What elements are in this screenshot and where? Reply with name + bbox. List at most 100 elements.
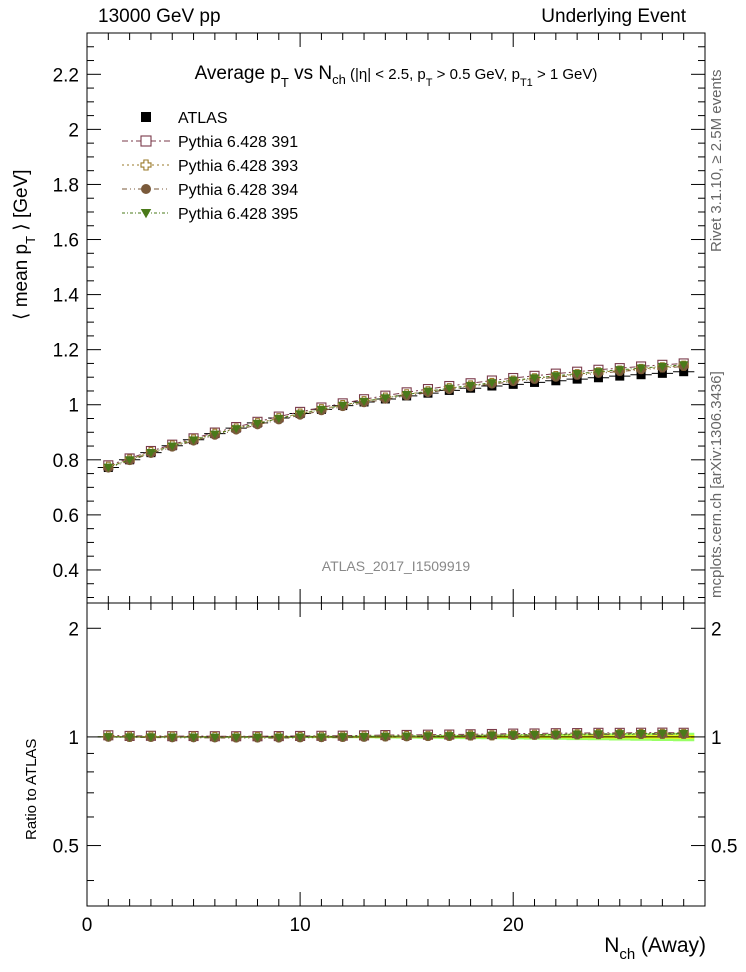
main-axis-ticks: 0.4 0.6 0.8 1 1.2 1.4 1.6 1.8 2 2.2 (53, 32, 705, 598)
x-axis-ticks: 0 10 20 (82, 33, 706, 936)
header-energy-label: 13000 GeV pp (98, 6, 221, 27)
y-tick-label: 1.4 (53, 286, 80, 307)
data-point (103, 463, 114, 472)
legend-label: Pythia 6.428 391 (178, 134, 298, 151)
legend-label: ATLAS (178, 110, 228, 127)
y-tick-label: 1 (68, 396, 79, 417)
x-axis-label: Nch (Away) (604, 934, 706, 963)
ratio-tick-label: 2 (68, 619, 79, 640)
data-point (615, 371, 625, 381)
ratio-point (337, 733, 348, 742)
y-tick-label: 2 (68, 120, 79, 141)
ratio-point (316, 733, 327, 742)
y-tick-label: 1.8 (53, 175, 79, 196)
ratio-point (551, 730, 561, 740)
data-point (167, 442, 177, 451)
series-line (108, 365, 684, 469)
x-tick-label: 20 (503, 915, 524, 936)
ratio-point (508, 731, 518, 740)
data-point (252, 419, 263, 429)
legend-entry: Pythia 6.428 393 (122, 158, 298, 175)
x-tick-label: 0 (82, 915, 93, 936)
series-line (108, 362, 684, 466)
ratio-plot-frame (86, 602, 706, 907)
ratio-point (231, 733, 241, 742)
ratio-point (444, 732, 455, 741)
ratio-point (657, 729, 668, 739)
legend-entry: Pythia 6.428 395 (122, 206, 298, 223)
y-tick-label: 1.2 (53, 341, 79, 362)
ratio-point (380, 732, 391, 742)
legend-label: Pythia 6.428 393 (178, 158, 298, 175)
ratio-series-line (108, 732, 684, 737)
series-0 (97, 367, 695, 473)
legend-entry: ATLAS (141, 110, 228, 127)
data-point (124, 456, 135, 465)
legend-entry: Pythia 6.428 391 (122, 134, 298, 151)
ratio-point (487, 731, 497, 740)
ratio-point (593, 730, 604, 739)
series-line (108, 364, 684, 468)
data-point (529, 374, 540, 383)
y-tick-label: 0.6 (53, 506, 79, 527)
legend-marker (141, 112, 151, 122)
ratio-tick-label-right: 2 (711, 619, 722, 640)
ratio-series-4 (103, 729, 689, 742)
data-point (636, 370, 646, 380)
legend-marker (140, 159, 152, 171)
data-point (593, 368, 604, 377)
y-tick-label: 0.8 (53, 451, 79, 472)
ratio-point (678, 729, 689, 739)
ratio-point (167, 733, 177, 742)
data-point (636, 364, 646, 373)
data-point (444, 384, 455, 393)
chart-title: Average pT vs Nch (|η| < 2.5, pT > 0.5 G… (195, 63, 598, 90)
ratio-point (401, 732, 412, 741)
ratio-series-line (108, 733, 684, 738)
ratio-point (636, 729, 646, 739)
data-point (423, 387, 433, 396)
ratio-tick-label: 0.5 (53, 837, 79, 858)
y-tick-label: 2.2 (53, 65, 79, 86)
data-point (678, 361, 689, 370)
data-point (274, 414, 284, 424)
legend-marker (140, 209, 152, 219)
data-point (295, 410, 305, 419)
ratio-point (146, 733, 156, 742)
legend-marker (140, 135, 152, 147)
data-point (572, 370, 582, 379)
legend-label: Pythia 6.428 394 (178, 182, 298, 199)
legend-entry: Pythia 6.428 394 (122, 182, 298, 199)
data-point (615, 366, 625, 375)
ratio-point (103, 733, 114, 742)
ratio-point (359, 733, 369, 742)
y-tick-label: 0.4 (53, 561, 80, 582)
series-4 (103, 361, 689, 472)
ratio-axis-ticks: 0.5 0.5 1 1 2 2 (53, 619, 737, 882)
ratio-point (572, 730, 582, 739)
data-point (508, 376, 518, 385)
y-tick-label: 1.6 (53, 231, 79, 252)
ratio-point (274, 733, 284, 742)
ratio-y-axis-label: Ratio to ATLAS (23, 739, 40, 840)
ratio-data-points (103, 727, 689, 743)
data-point (337, 401, 348, 411)
ratio-point (210, 733, 220, 742)
ratio-point (188, 733, 199, 742)
ratio-tick-label-right: 1 (711, 728, 722, 749)
data-point (679, 367, 689, 377)
data-point (551, 372, 561, 381)
header-process-label: Underlying Event (541, 6, 686, 27)
ratio-point (423, 732, 433, 741)
data-point (231, 425, 241, 434)
y-axis-label: ⟨ mean pT ⟩ [GeV] (11, 169, 38, 320)
ratio-point (252, 733, 263, 742)
data-point (359, 397, 369, 407)
data-point (401, 390, 412, 400)
analysis-label: ATLAS_2017_I1509919 (322, 558, 471, 574)
legend-marker (141, 184, 151, 194)
ratio-point (465, 731, 476, 741)
data-point (210, 430, 220, 439)
data-point (487, 379, 497, 388)
